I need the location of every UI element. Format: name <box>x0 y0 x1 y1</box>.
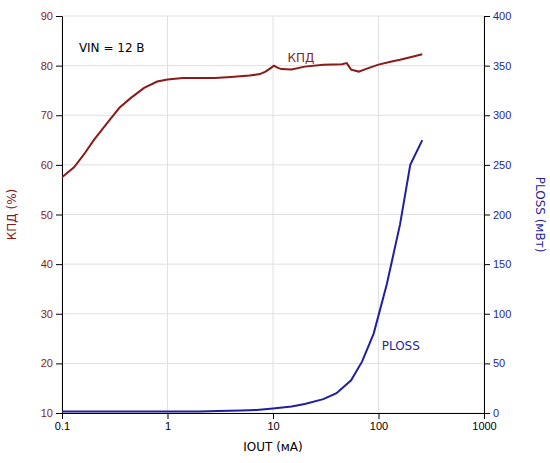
tick-mark <box>56 215 62 216</box>
tick-label: 20 <box>41 357 53 369</box>
tick-label: 40 <box>41 258 53 270</box>
tick: 1 <box>165 413 171 432</box>
axis-line <box>56 17 63 414</box>
tick: 30 <box>41 308 62 320</box>
tick-mark <box>56 363 62 364</box>
tick-label: 350 <box>493 60 511 72</box>
tick-label: 200 <box>493 209 511 221</box>
tick-mark <box>484 264 490 265</box>
axis-line <box>63 414 485 420</box>
y2-axis-title: PLOSS (мВт) <box>533 177 547 253</box>
tick-label: 300 <box>493 109 511 121</box>
grid-line <box>62 214 484 215</box>
tick: 20 <box>41 357 62 369</box>
tick-mark <box>484 66 490 67</box>
y2-axis: 0 50 100 150 200 250 300 350 400 <box>484 10 511 419</box>
tick: 200 <box>484 209 511 221</box>
tick: 90 <box>41 10 62 22</box>
tick: 50 <box>41 209 62 221</box>
tick-label: 50 <box>41 209 53 221</box>
tick-label: 1000 <box>472 420 496 432</box>
grid-line <box>62 264 484 265</box>
tick-mark <box>56 115 62 116</box>
plot: 0.1 1 10 100 1000 10 20 30 40 50 60 70 80 90 0 50 100 150… <box>41 10 512 432</box>
y-axis: 10 20 30 40 50 60 70 80 90 <box>41 10 63 419</box>
tick-label: 150 <box>493 258 511 270</box>
tick: 0.1 <box>55 413 70 432</box>
tick-label: 1 <box>165 420 171 432</box>
tick-mark <box>484 165 490 166</box>
tick: 100 <box>370 413 388 432</box>
series-label: КПД <box>288 51 315 65</box>
grid-line <box>62 363 484 364</box>
tick-mark <box>484 314 490 315</box>
tick: 0 <box>484 407 499 419</box>
line <box>62 140 422 411</box>
line <box>62 54 422 177</box>
tick: 300 <box>484 109 511 121</box>
x-axis: 0.1 1 10 100 1000 <box>55 413 497 432</box>
y-axis-title: КПД (%) <box>5 189 19 241</box>
annotations: КПД PLOSS VIN = 12 В <box>79 41 420 353</box>
grid-line <box>62 313 484 314</box>
tick: 10 <box>267 413 279 432</box>
tick-label: 70 <box>41 109 53 121</box>
axis-line <box>485 17 491 414</box>
tick: 100 <box>484 308 511 320</box>
tick: 60 <box>41 159 62 171</box>
tick-mark <box>484 215 490 216</box>
tick-mark <box>56 165 62 166</box>
tick-mark <box>56 314 62 315</box>
tick-mark <box>273 413 274 419</box>
grid-line <box>62 115 484 116</box>
annotation: VIN = 12 В <box>79 41 145 55</box>
tick-label: 400 <box>493 10 511 22</box>
tick-mark <box>56 66 62 67</box>
tick-mark <box>484 115 490 116</box>
lines <box>62 54 422 411</box>
tick-label: 90 <box>41 10 53 22</box>
tick-label: 250 <box>493 159 511 171</box>
tick: 250 <box>484 159 511 171</box>
tick-label: 50 <box>493 357 505 369</box>
tick: 80 <box>41 60 62 72</box>
tick-label: 100 <box>370 420 388 432</box>
tick: 350 <box>484 60 511 72</box>
tick-label: 80 <box>41 60 53 72</box>
tick: 40 <box>41 258 62 270</box>
tick: 10 <box>41 407 62 419</box>
tick-mark <box>379 413 380 419</box>
tick-mark <box>484 16 490 17</box>
tick-mark <box>484 413 490 414</box>
x-axis-title: IOUT (мА) <box>243 440 303 454</box>
tick-mark <box>56 413 62 414</box>
tick-mark <box>56 16 62 17</box>
grid-line <box>62 164 484 165</box>
tick: 70 <box>41 109 62 121</box>
tick-label: 10 <box>41 407 53 419</box>
grid-line <box>62 16 484 17</box>
tick: 150 <box>484 258 511 270</box>
tick-label: 60 <box>41 159 53 171</box>
grid <box>62 16 484 413</box>
chart: 0.1 1 10 100 1000 10 20 30 40 50 60 70 80 90 0 50 100 150… <box>0 0 550 463</box>
tick-label: 0.1 <box>55 420 70 432</box>
tick-label: 10 <box>267 420 279 432</box>
tick-label: 30 <box>41 308 53 320</box>
tick-label: 0 <box>493 407 499 419</box>
tick-mark <box>168 413 169 419</box>
tick: 400 <box>484 10 511 22</box>
series-label: PLOSS <box>382 339 420 353</box>
tick-label: 100 <box>493 308 511 320</box>
tick: 50 <box>484 357 505 369</box>
tick-mark <box>484 363 490 364</box>
tick-mark <box>56 264 62 265</box>
